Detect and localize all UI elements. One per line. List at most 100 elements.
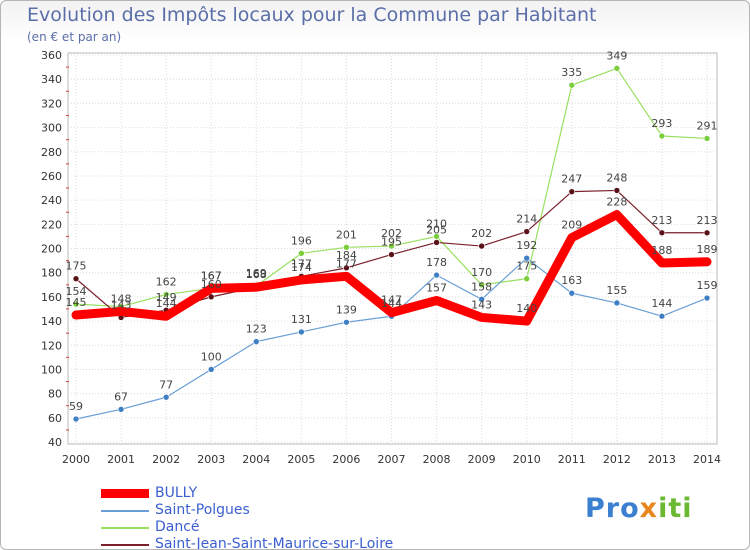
data-point-dance xyxy=(298,250,305,257)
y-tick-label: 300 xyxy=(41,122,62,135)
data-label-saint-polgues: 178 xyxy=(426,256,447,269)
data-point-saint-polgues xyxy=(298,328,305,336)
x-tick-label: 2004 xyxy=(242,453,270,466)
data-label-saint-jean-saint-maurice-sur-loire: 177 xyxy=(291,257,312,270)
data-label-dance: 196 xyxy=(291,234,312,247)
data-point-saint-polgues xyxy=(252,338,260,345)
data-label-saint-jean-saint-maurice-sur-loire: 168 xyxy=(246,268,267,281)
data-point-dance xyxy=(703,135,711,142)
data-label-saint-jean-saint-maurice-sur-loire: 195 xyxy=(381,236,402,249)
data-label-saint-polgues: 155 xyxy=(606,284,627,297)
data-point-saint-polgues xyxy=(343,318,350,326)
data-label-bully: 143 xyxy=(471,298,492,311)
data-point-saint-jean-saint-maurice-sur-loire xyxy=(72,275,80,283)
chart-title: Evolution des Impôts locaux pour la Comm… xyxy=(27,4,597,26)
data-label-dance: 201 xyxy=(336,228,357,241)
y-tick-label: 160 xyxy=(41,291,62,304)
data-point-saint-polgues xyxy=(613,299,621,307)
data-label-dance: 154 xyxy=(66,285,87,298)
data-point-saint-polgues xyxy=(117,406,125,413)
data-label-dance: 175 xyxy=(516,260,537,273)
data-point-dance xyxy=(613,65,621,72)
x-tick-label: 2002 xyxy=(152,453,180,466)
series-line-bully xyxy=(71,210,712,326)
data-point-saint-jean-saint-maurice-sur-loire xyxy=(388,251,395,258)
data-label-dance: 167 xyxy=(201,269,222,282)
x-tick-label: 2003 xyxy=(197,453,225,466)
data-label-saint-polgues: 144 xyxy=(381,297,402,310)
proxiti-logo: Proxiti xyxy=(585,493,693,524)
y-tick-label: 280 xyxy=(41,146,62,159)
legend-label: Saint-Polgues xyxy=(155,502,250,518)
data-label-saint-jean-saint-maurice-sur-loire: 247 xyxy=(561,173,582,186)
data-point-saint-jean-saint-maurice-sur-loire xyxy=(658,229,666,237)
data-label-saint-jean-saint-maurice-sur-loire: 202 xyxy=(471,227,492,240)
data-label-saint-polgues: 59 xyxy=(69,400,83,413)
data-label-bully: 148 xyxy=(111,292,132,305)
data-point-saint-polgues xyxy=(568,289,576,297)
data-point-dance xyxy=(388,242,395,250)
data-label-dance: 202 xyxy=(381,227,402,240)
data-point-saint-polgues xyxy=(72,415,80,423)
x-tick-label: 2009 xyxy=(468,453,496,466)
legend-swatch xyxy=(101,543,149,546)
data-point-dance xyxy=(568,81,576,89)
data-point-dance xyxy=(162,291,170,298)
data-point-saint-polgues xyxy=(703,294,711,302)
data-point-saint-jean-saint-maurice-sur-loire xyxy=(207,293,215,301)
legend-label: Dancé xyxy=(155,519,200,535)
data-label-bully: 188 xyxy=(651,244,672,257)
y-tick-label: 100 xyxy=(41,363,62,376)
data-label-bully: 144 xyxy=(156,297,177,310)
y-tick-label: 340 xyxy=(41,73,62,86)
data-point-saint-polgues xyxy=(433,271,440,279)
data-label-saint-jean-saint-maurice-sur-loire: 213 xyxy=(697,214,718,227)
legend-swatch xyxy=(101,489,149,498)
x-tick-label: 2005 xyxy=(287,453,315,466)
data-point-saint-polgues xyxy=(162,393,170,401)
data-point-saint-polgues xyxy=(658,312,666,320)
data-point-saint-jean-saint-maurice-sur-loire xyxy=(703,229,711,237)
data-label-saint-polgues: 123 xyxy=(246,323,267,336)
data-point-saint-polgues xyxy=(523,254,531,262)
data-label-saint-polgues: 100 xyxy=(201,350,222,363)
data-label-dance: 335 xyxy=(561,66,582,79)
data-label-bully: 145 xyxy=(66,296,87,309)
data-label-saint-polgues: 77 xyxy=(159,378,173,391)
data-label-dance: 349 xyxy=(606,49,627,62)
data-label-bully: 177 xyxy=(336,257,357,270)
data-label-saint-jean-saint-maurice-sur-loire: 184 xyxy=(336,249,357,262)
data-label-bully: 168 xyxy=(246,268,267,281)
data-label-saint-jean-saint-maurice-sur-loire: 160 xyxy=(201,278,222,291)
legend-swatch xyxy=(101,526,149,529)
y-tick-label: 320 xyxy=(41,97,62,110)
data-label-saint-polgues: 163 xyxy=(561,274,582,287)
y-tick-label: 80 xyxy=(48,388,62,401)
x-tick-label: 2013 xyxy=(648,453,676,466)
data-label-saint-jean-saint-maurice-sur-loire: 175 xyxy=(66,260,87,273)
legend-swatch xyxy=(101,509,149,512)
chart-subtitle: (en € et par an) xyxy=(27,30,122,44)
data-label-saint-jean-saint-maurice-sur-loire: 214 xyxy=(516,213,537,226)
y-tick-label: 200 xyxy=(41,243,62,256)
y-tick-label: 140 xyxy=(41,315,62,328)
data-label-saint-polgues: 159 xyxy=(697,279,718,292)
x-tick-label: 2012 xyxy=(603,453,631,466)
data-point-saint-polgues xyxy=(478,295,485,303)
data-label-saint-jean-saint-maurice-sur-loire: 143 xyxy=(111,298,132,311)
data-label-bully: 174 xyxy=(291,261,312,274)
y-tick-label: 260 xyxy=(41,170,62,183)
data-point-saint-polgues xyxy=(207,366,215,373)
y-tick-label: 60 xyxy=(48,412,62,425)
data-point-saint-jean-saint-maurice-sur-loire xyxy=(433,239,440,246)
data-label-bully: 228 xyxy=(606,196,627,209)
data-label-saint-jean-saint-maurice-sur-loire: 149 xyxy=(156,291,177,304)
data-label-bully: 140 xyxy=(516,302,537,315)
x-tick-label: 2000 xyxy=(62,453,90,466)
y-tick-label: 220 xyxy=(41,218,62,231)
x-tick-label: 2010 xyxy=(513,453,541,466)
data-label-saint-polgues: 139 xyxy=(336,303,357,316)
data-label-saint-jean-saint-maurice-sur-loire: 213 xyxy=(651,214,672,227)
y-tick-label: 360 xyxy=(41,49,62,62)
data-label-dance: 293 xyxy=(651,117,672,130)
